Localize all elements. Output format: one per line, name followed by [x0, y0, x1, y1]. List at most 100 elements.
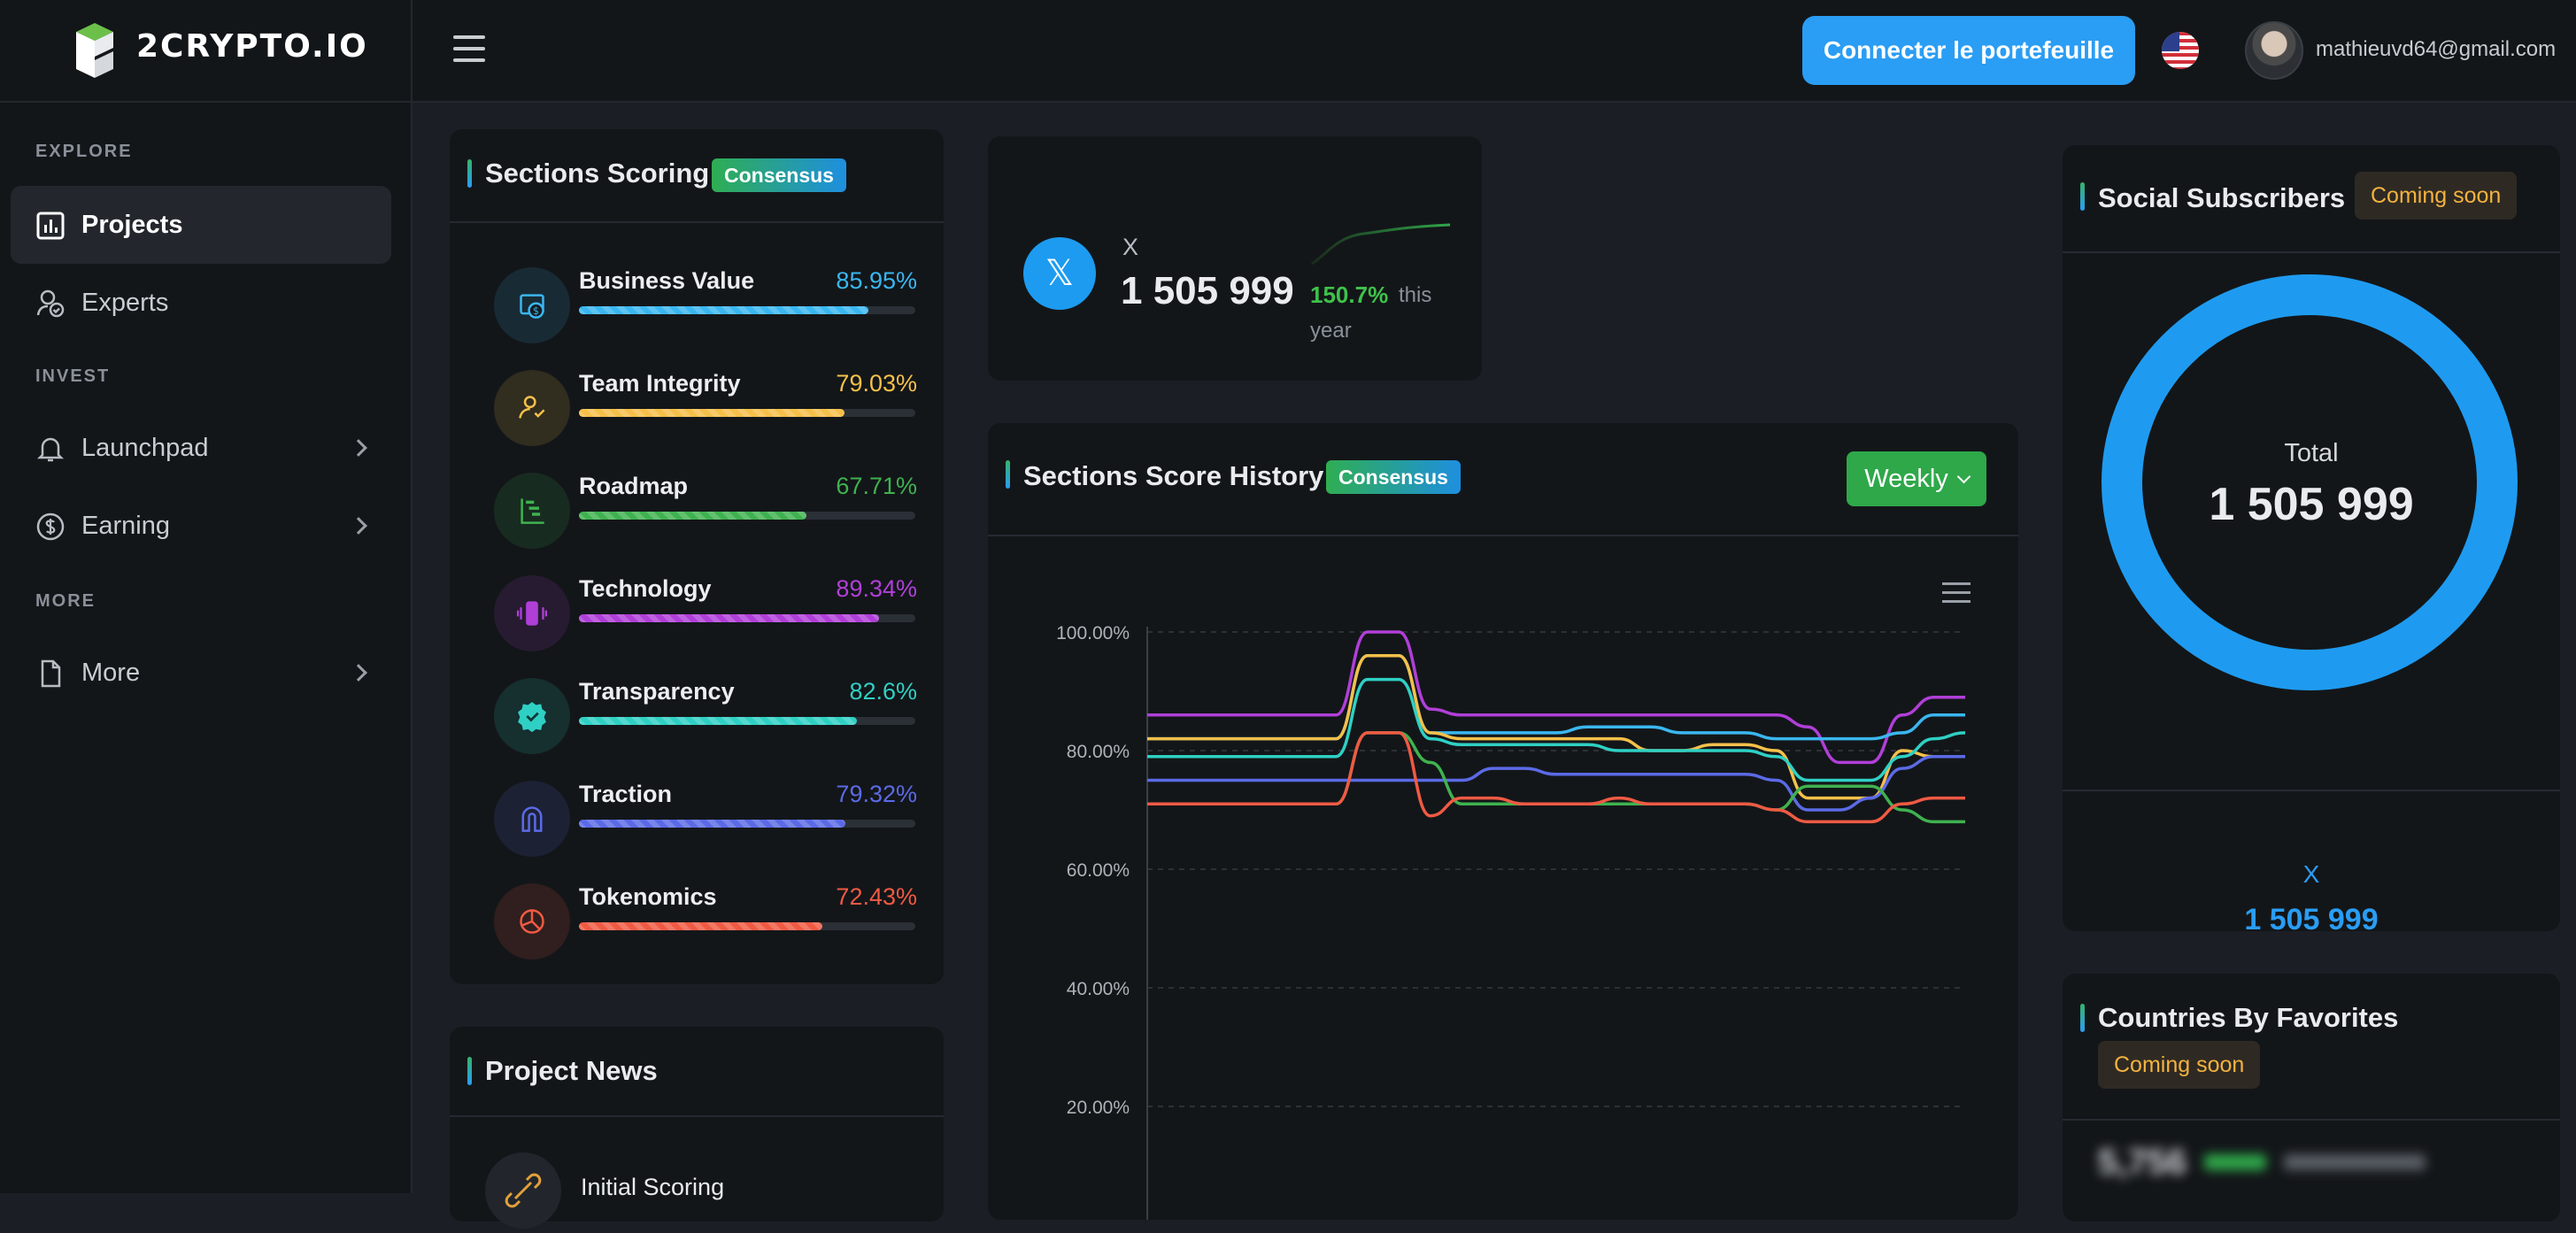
score-row: Traction 79.32% — [485, 772, 917, 860]
score-progress-track — [579, 614, 915, 622]
x-follower-count: 1 505 999 — [1121, 269, 1294, 312]
score-progress-track — [579, 409, 915, 417]
score-progress-track — [579, 820, 915, 828]
y-tick-label: 40.00% — [1067, 979, 1130, 999]
score-progress-fill — [579, 922, 823, 930]
project-news-card: Project News Initial Scoring — [450, 1027, 944, 1229]
y-tick-label: 20.00% — [1067, 1098, 1130, 1118]
sidebar-item-label: Launchpad — [81, 433, 209, 462]
document-icon — [41, 659, 61, 688]
menu-toggle-icon[interactable] — [453, 35, 485, 66]
x-logo-icon: 𝕏 — [1023, 237, 1096, 310]
sidebar-item-label: Experts — [81, 288, 169, 317]
sidebar-item-earning[interactable]: Earning — [11, 487, 391, 565]
score-value: 79.32% — [836, 781, 917, 807]
score-progress-fill — [579, 717, 857, 725]
series-line[interactable] — [1146, 677, 1966, 782]
sidebar-section-invest: INVEST — [35, 366, 111, 386]
news-item-title[interactable]: Initial Scoring — [581, 1174, 725, 1200]
score-progress-fill — [579, 306, 868, 314]
social-subscribers-card: Social Subscribers Coming soon Total 1 5… — [2063, 145, 2560, 936]
period-dropdown[interactable]: Weekly — [1847, 451, 1986, 506]
sidebar: EXPLORE Projects Experts INVEST Launchpa… — [0, 103, 413, 1193]
divider — [2063, 790, 2560, 791]
donut-total-label: Total — [2284, 439, 2339, 467]
blurred-value: 5,756 — [2098, 1142, 2187, 1182]
score-progress-track — [579, 306, 915, 314]
logo-mark-icon — [76, 23, 113, 78]
sections-scoring-card: Sections Scoring Consensus $ Business Va… — [450, 129, 944, 984]
x-followers-card: 𝕏 X 1 505 999 150.7% this year — [988, 136, 1482, 381]
user-email[interactable]: mathieuvd64@gmail.com — [2316, 37, 2557, 61]
sidebar-item-experts[interactable]: Experts — [11, 264, 391, 342]
divider — [450, 221, 944, 223]
series-line[interactable] — [1147, 731, 1965, 824]
score-value: 89.34% — [836, 575, 917, 602]
legend-x-value: 1 505 999 — [2244, 903, 2379, 936]
score-progress-fill — [579, 409, 845, 417]
score-name: Transparency — [579, 678, 735, 705]
score-name: Tokenomics — [579, 883, 717, 910]
countries-favorites-card: Countries By Favorites Coming soon 5,756 — [2063, 974, 2560, 1221]
chart-menu-icon[interactable] — [1942, 582, 1971, 605]
logo[interactable]: 2CRYPTO.IO — [0, 0, 413, 103]
divider — [450, 1115, 944, 1117]
score-history-chart: 100.00% 80.00% 60.00% 40.00% 20.00% — [1056, 623, 1966, 1220]
score-progress-track — [579, 922, 915, 930]
money-screen-icon: $ — [494, 267, 570, 343]
magnet-icon — [494, 781, 570, 857]
avatar[interactable] — [2245, 21, 2303, 80]
title-accent — [467, 159, 472, 188]
svg-text:$: $ — [533, 304, 539, 317]
divider — [988, 535, 2018, 536]
chevron-right-icon — [350, 517, 367, 535]
sidebar-item-label: More — [81, 658, 141, 687]
score-progress-fill — [579, 614, 880, 622]
series-line[interactable] — [1146, 630, 1965, 765]
series-line[interactable] — [1146, 654, 1965, 741]
score-value: 79.03% — [836, 370, 917, 397]
user-check-icon — [494, 370, 570, 446]
pie-chart-icon — [494, 883, 570, 959]
score-value: 67.71% — [836, 473, 917, 499]
user-check-icon — [36, 289, 65, 318]
top-bar: 2CRYPTO.IO Connecter le portefeuille mat… — [0, 0, 2576, 103]
score-name: Roadmap — [579, 473, 689, 499]
sidebar-item-label: Earning — [81, 511, 170, 540]
legend-x-label: X — [2302, 860, 2320, 888]
score-row: Transparency 82.6% — [485, 669, 917, 758]
donut-total-value: 1 505 999 — [2209, 479, 2414, 530]
x-growth-percent: 150.7% — [1310, 281, 1389, 308]
sidebar-item-launchpad[interactable]: Launchpad — [11, 409, 391, 487]
x-label: X — [1122, 234, 1139, 260]
us-flag-icon[interactable] — [2162, 32, 2199, 69]
score-progress-track — [579, 512, 915, 520]
card-title: Sections Score History — [1023, 460, 1324, 491]
x-sparkline — [1311, 223, 1451, 266]
consensus-badge: Consensus — [712, 158, 846, 192]
phone-vibrate-icon — [494, 575, 570, 651]
connect-wallet-button[interactable]: Connecter le portefeuille — [1802, 16, 2135, 85]
score-progress-track — [579, 717, 915, 725]
chevron-right-icon — [350, 664, 367, 682]
x-growth-period-2: year — [1310, 319, 1352, 343]
sidebar-item-label: Projects — [81, 210, 183, 239]
card-title: Sections Scoring — [485, 158, 710, 189]
series-line[interactable] — [1147, 754, 1965, 812]
score-value: 85.95% — [836, 267, 917, 294]
sidebar-item-more[interactable]: More — [11, 634, 391, 712]
sidebar-item-projects[interactable]: Projects — [11, 186, 391, 264]
bell-icon — [36, 437, 65, 462]
score-name: Team Integrity — [579, 370, 741, 397]
blurred-bar — [2204, 1154, 2267, 1170]
news-link-icon — [485, 1152, 561, 1229]
dollar-icon — [36, 512, 65, 541]
score-value: 72.43% — [836, 883, 917, 910]
title-accent — [467, 1057, 472, 1085]
roadmap-icon — [494, 473, 570, 549]
series-line[interactable] — [1146, 654, 1965, 800]
chevron-right-icon — [350, 439, 367, 457]
score-progress-fill — [579, 820, 846, 828]
card-title: Project News — [485, 1055, 658, 1086]
y-tick-label: 100.00% — [1056, 623, 1130, 643]
